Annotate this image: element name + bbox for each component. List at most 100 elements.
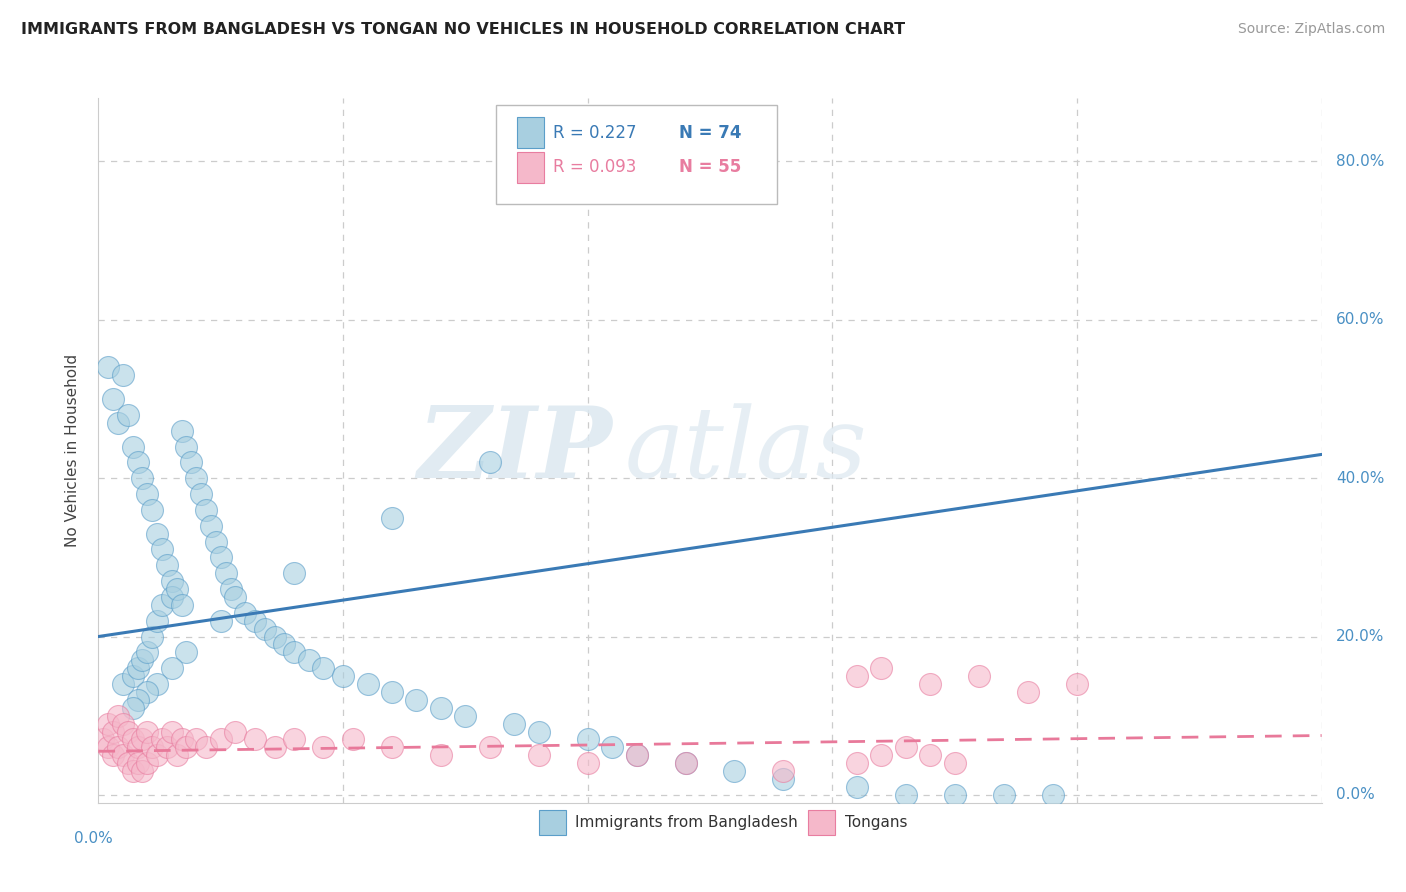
Point (107, 740, 129, 755)
Point (136, 756, 159, 771)
Point (576, 756, 599, 771)
Point (527, 748, 550, 763)
Point (127, 661, 149, 675)
Text: Immigrants from Bangladesh: Immigrants from Bangladesh (575, 815, 799, 830)
Point (920, 677, 942, 691)
Point (943, 788, 966, 802)
Point (356, 677, 378, 691)
Point (772, 772, 794, 786)
Bar (517, 152, 544, 183)
Point (127, 455, 149, 469)
Point (156, 740, 179, 755)
Point (121, 700, 143, 714)
Point (626, 748, 648, 763)
Point (600, 740, 623, 755)
Point (675, 756, 697, 771)
Point (91, 732, 114, 747)
Point (219, 582, 242, 596)
Point (176, 645, 198, 659)
Point (233, 606, 256, 620)
Bar (517, 117, 544, 148)
Text: ZIP: ZIP (418, 402, 612, 499)
Point (195, 503, 218, 517)
Point (576, 732, 599, 747)
Text: 60.0%: 60.0% (1336, 312, 1385, 327)
Point (243, 614, 266, 628)
Point (127, 740, 149, 755)
Point (195, 740, 218, 755)
Point (205, 534, 228, 549)
Text: R = 0.227: R = 0.227 (554, 124, 637, 142)
Point (200, 518, 222, 533)
Point (131, 764, 153, 778)
Point (894, 740, 917, 755)
Point (894, 788, 917, 802)
Point (723, 764, 745, 778)
Point (381, 510, 404, 524)
Point (993, 788, 1015, 802)
Point (870, 748, 893, 763)
Point (146, 748, 169, 763)
FancyBboxPatch shape (496, 105, 778, 204)
Point (920, 748, 942, 763)
Point (478, 740, 501, 755)
Point (121, 764, 143, 778)
Point (253, 622, 276, 636)
Point (273, 637, 295, 651)
Point (527, 724, 550, 739)
Point (156, 558, 179, 573)
Point (136, 724, 159, 739)
Point (97, 716, 120, 731)
Point (117, 408, 139, 422)
Point (224, 590, 246, 604)
Point (117, 724, 139, 739)
Point (121, 732, 143, 747)
Point (136, 685, 159, 699)
Text: Source: ZipAtlas.com: Source: ZipAtlas.com (1237, 22, 1385, 37)
Text: 0.0%: 0.0% (75, 831, 112, 846)
Text: 20.0%: 20.0% (1336, 629, 1385, 644)
Point (243, 732, 266, 747)
Point (101, 724, 124, 739)
Point (224, 724, 246, 739)
Point (111, 748, 134, 763)
Point (283, 732, 305, 747)
Point (283, 566, 305, 581)
Point (454, 708, 477, 723)
Point (478, 455, 501, 469)
Point (136, 487, 159, 501)
Point (214, 566, 236, 581)
Point (298, 653, 321, 667)
Point (141, 740, 163, 755)
Point (166, 582, 188, 596)
Text: 80.0%: 80.0% (1336, 154, 1385, 169)
Point (107, 416, 129, 430)
Point (101, 392, 124, 406)
Point (136, 645, 159, 659)
Point (430, 700, 453, 714)
Point (97, 740, 120, 755)
Point (845, 669, 868, 683)
Point (381, 740, 404, 755)
Y-axis label: No Vehicles in Household: No Vehicles in Household (65, 354, 80, 547)
Point (131, 471, 153, 485)
Point (176, 740, 198, 755)
Point (146, 677, 169, 691)
Point (209, 732, 232, 747)
Point (503, 716, 526, 731)
Point (150, 598, 173, 612)
Text: 0.0%: 0.0% (1336, 788, 1375, 803)
Point (176, 440, 198, 454)
Point (170, 424, 193, 438)
Point (186, 732, 208, 747)
Point (131, 732, 153, 747)
Point (312, 740, 335, 755)
Point (626, 748, 648, 763)
Point (121, 440, 143, 454)
Point (943, 756, 966, 771)
Point (180, 455, 202, 469)
Point (107, 708, 129, 723)
Point (160, 574, 183, 588)
Point (160, 661, 183, 675)
Point (101, 748, 124, 763)
